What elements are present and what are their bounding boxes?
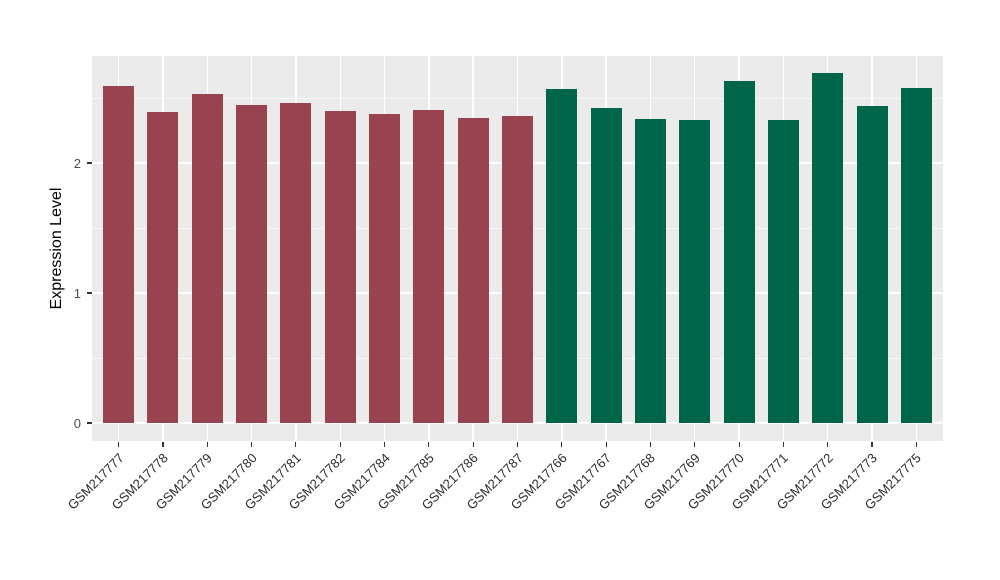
bar-GSM217772 — [812, 73, 844, 423]
y-tick-label: 1 — [73, 285, 81, 301]
bar-GSM217781 — [280, 103, 312, 423]
y-axis-title: Expression Level — [48, 187, 65, 310]
bar-GSM217770 — [723, 81, 755, 423]
x-tick-mark — [428, 441, 430, 447]
x-tick-mark — [383, 441, 386, 447]
bar-GSM217782 — [324, 111, 356, 423]
x-tick-mark — [738, 441, 740, 447]
y-tick-label: 2 — [73, 155, 81, 171]
x-tick-mark — [782, 441, 785, 447]
bar-GSM217768 — [634, 118, 666, 423]
x-tick-mark — [339, 441, 341, 447]
x-tick-mark — [871, 441, 873, 447]
bar-GSM217779 — [191, 94, 223, 423]
x-tick-mark — [561, 441, 563, 447]
x-tick-mark — [649, 441, 652, 447]
x-tick-mark — [206, 441, 208, 447]
y-tick-mark — [86, 292, 92, 294]
x-tick-mark — [295, 441, 297, 447]
bar-GSM217780 — [236, 104, 268, 423]
x-tick-mark — [516, 441, 519, 447]
x-tick-mark — [915, 441, 917, 447]
bar-GSM217766 — [546, 88, 578, 423]
bar-GSM217784 — [369, 113, 401, 423]
x-tick-mark — [162, 441, 164, 447]
x-tick-mark — [827, 441, 829, 447]
bar-GSM217767 — [590, 108, 622, 423]
x-tick-mark — [694, 441, 696, 447]
x-tick-mark — [250, 441, 253, 447]
bar-GSM217775 — [900, 87, 932, 423]
bar-GSM217777 — [103, 86, 135, 423]
bar-GSM217787 — [501, 116, 533, 423]
bar-GSM217785 — [413, 109, 445, 423]
y-tick-label: 0 — [73, 415, 81, 431]
y-tick-mark — [86, 162, 92, 164]
plot-panel — [92, 56, 943, 441]
bar-GSM217786 — [457, 117, 489, 423]
x-tick-mark — [605, 441, 607, 447]
bar-GSM217773 — [856, 105, 888, 423]
x-tick-mark — [472, 441, 474, 447]
bar-GSM217778 — [147, 112, 179, 423]
y-tick-mark — [86, 422, 92, 424]
x-tick-mark — [117, 441, 120, 447]
bar-GSM217769 — [679, 120, 711, 423]
bar-GSM217771 — [767, 120, 799, 423]
